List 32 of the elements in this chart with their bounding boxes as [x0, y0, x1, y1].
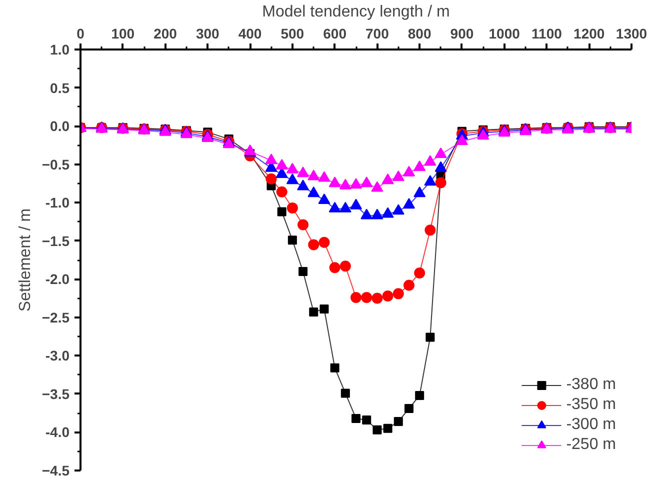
x-tick-label: 800 — [408, 26, 432, 42]
legend-label: -380 m — [566, 376, 616, 394]
y-tick-label: −2.5 — [42, 309, 70, 326]
y-tick-label: −0.5 — [42, 156, 70, 172]
y-tick-label: −4.5 — [42, 462, 70, 478]
x-tick-label: 1200 — [574, 26, 605, 42]
y-tick-label: 1.0 — [50, 42, 70, 58]
x-tick-label: 900 — [450, 26, 474, 42]
y-tick-label: -3.0 — [45, 348, 70, 364]
x-tick-label: 0 — [76, 26, 85, 42]
x-tick-label: 700 — [366, 26, 390, 42]
y-tick-label: −3.5 — [42, 386, 70, 402]
y-tick-label: -1.0 — [45, 194, 70, 211]
x-tick-label: 200 — [154, 26, 178, 42]
x-tick-label: 500 — [280, 26, 304, 42]
x-tick-label: 100 — [111, 26, 135, 42]
legend-label: -350 m — [566, 396, 616, 414]
legend-label: -300 m — [566, 416, 616, 434]
y-tick-label: 0.0 — [50, 118, 70, 134]
x-tick-label: 1300 — [616, 26, 648, 42]
legend-label: -250 m — [566, 436, 616, 454]
y-tick-label: −1.5 — [42, 232, 70, 249]
x-tick-label: 1000 — [488, 26, 520, 42]
x-tick-label: 400 — [238, 26, 262, 42]
y-axis-title: Settlement / m — [16, 208, 34, 312]
y-tick-label: 0.5 — [50, 80, 70, 96]
y-tick-label: -4.0 — [45, 424, 70, 440]
x-tick-label: 300 — [196, 26, 220, 42]
x-tick-label: 1100 — [532, 26, 562, 42]
y-tick-label: -2.0 — [45, 271, 70, 288]
x-tick-label: 600 — [323, 26, 347, 42]
x-axis-title: Model tendency length / m — [262, 4, 450, 20]
